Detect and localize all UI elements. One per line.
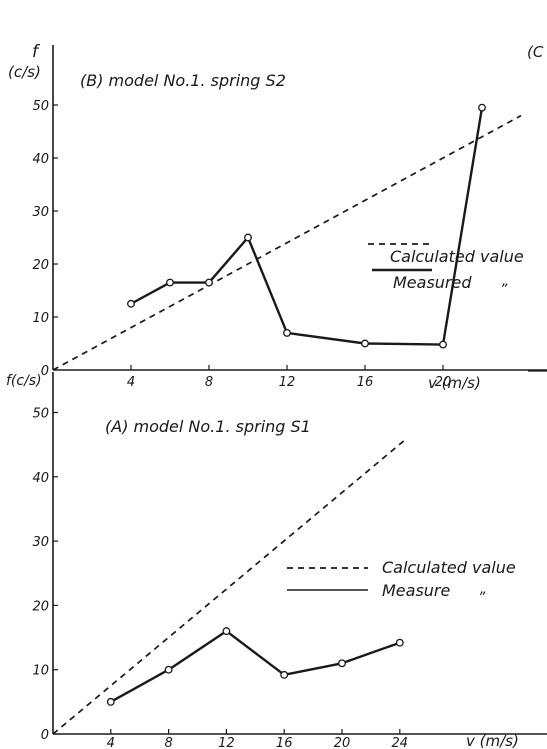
panel-b-measured-point: [361, 339, 369, 348]
panel-b-y-tick-label: 20: [32, 258, 49, 273]
panel-a-y-tick-label: 0: [41, 728, 49, 743]
panel-a-measured-point: [395, 638, 404, 647]
panel-a-title: (A) model No.1. spring S1: [105, 417, 311, 436]
panel-a-legend-measure-ditto: ”: [478, 590, 486, 606]
panel-a-y-tick-label: 20: [32, 599, 49, 614]
panel-b-legend-calculated-label: Calculated value: [390, 247, 524, 266]
panel-a-y-tick-label: 40: [32, 471, 49, 486]
panel-b-y-label: f: [32, 42, 41, 62]
panel-a-legend-measure-label: Measure: [382, 581, 451, 600]
panel-b-x-tick-label: 12: [279, 375, 296, 390]
panel-a-y-tick-label: 50: [32, 407, 49, 422]
panel-b-calculated-line: [52, 114, 522, 371]
panel-b-legend-measured-label: Measured: [393, 273, 472, 292]
panel-a-measured-point: [280, 670, 289, 679]
panel-b-x-tick-label: 20: [435, 375, 452, 390]
panel-b-y-tick-label: 0: [41, 364, 49, 379]
panel-b: f (c/s) (B) model No.1. spring S2 (C v (…: [8, 42, 547, 392]
panel-b-y-tick-label: 30: [32, 205, 49, 220]
panel-b-x-tick-label: 16: [357, 375, 374, 390]
panel-b-x-ticks: 4 8 12 16 20: [127, 365, 451, 390]
panel-a-x-label: v (m/s): [466, 732, 519, 749]
panel-a-calculated-line: [52, 437, 408, 735]
panel-b-y-tick-label: 50: [32, 99, 49, 114]
panel-b-measured-line: [130, 107, 484, 346]
panel-b-measured-point: [205, 278, 213, 287]
panel-b-x-tick-label: 8: [205, 375, 213, 390]
panel-a-measured-point: [222, 627, 231, 636]
panel-a-legend-calculated-label: Calculated value: [382, 558, 516, 577]
panel-b-measured-point: [127, 299, 135, 308]
panel-b-legend-measured-ditto: ”: [500, 282, 508, 298]
panel-b-measured-point: [283, 328, 291, 337]
panel-b-measured-point: [439, 340, 447, 349]
panel-b-measured-point: [244, 233, 252, 242]
panel-b-y-tick-label: 10: [32, 311, 49, 326]
panel-b-y-unit: (c/s): [8, 63, 41, 81]
panel-a-x-ticks: 4 8 12 16 20 24: [107, 729, 408, 749]
panel-a: f(c/s) (A) model No.1. spring S1 v (m/s)…: [6, 372, 547, 749]
panel-a-y-tick-label: 10: [32, 664, 49, 679]
panel-a-plot-area: [52, 437, 408, 735]
panel-a-x-tick-label: 16: [276, 736, 293, 749]
panel-b-partial-label: (C: [527, 43, 544, 61]
panel-a-x-tick-label: 24: [392, 736, 409, 749]
panel-a-y-tick-label: 30: [32, 535, 49, 550]
panel-b-x-label: v (m/s): [428, 374, 481, 392]
panel-a-x-tick-label: 4: [107, 736, 115, 749]
panel-b-plot-area: [52, 103, 522, 371]
panel-a-measured-point: [164, 665, 173, 674]
panel-a-x-tick-label: 20: [334, 736, 351, 749]
panel-b-y-tick-label: 40: [32, 152, 49, 167]
panel-a-measured-line: [110, 629, 401, 703]
panel-b-measured-point: [478, 103, 486, 112]
panel-a-x-tick-label: 8: [164, 736, 172, 749]
panel-b-y-ticks: 0 10 20 30 40 50: [32, 99, 58, 379]
panel-a-y-ticks: 0 10 20 30 40 50: [32, 407, 58, 743]
panel-b-x-tick-label: 4: [127, 375, 135, 390]
panel-b-title: (B) model No.1. spring S2: [80, 71, 286, 90]
panel-b-measured-point: [166, 278, 174, 287]
panel-a-measured-point: [338, 659, 346, 668]
panel-a-measured-point: [106, 697, 115, 706]
panel-a-x-tick-label: 12: [218, 736, 235, 749]
panel-a-y-label: f(c/s): [6, 373, 42, 389]
